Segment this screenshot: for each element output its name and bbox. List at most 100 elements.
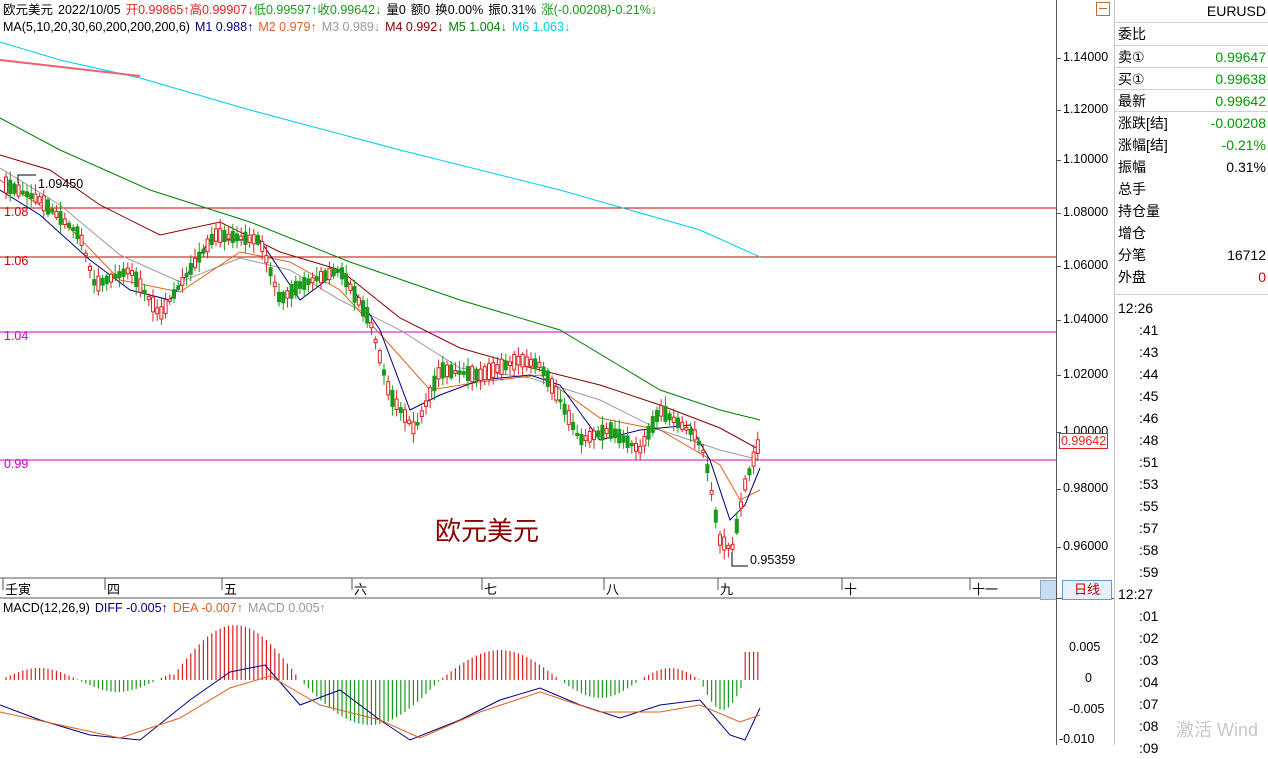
- symbol-code: EURUSD: [1206, 3, 1266, 19]
- scroll-button[interactable]: [1040, 580, 1057, 600]
- candle-body: [663, 405, 668, 422]
- price-axis-tick: [1057, 58, 1061, 59]
- quote-row-label: 振幅: [1118, 159, 1146, 175]
- candle-body: [159, 306, 164, 320]
- candle-body: [222, 229, 227, 243]
- candle-body: [520, 353, 525, 368]
- quote-row-value: -0.00208: [1210, 115, 1266, 131]
- candle-body: [697, 440, 701, 446]
- tick-time: 12:26: [1118, 300, 1154, 316]
- candle-body: [331, 268, 336, 277]
- ma-m5: M5 1.004↓: [448, 20, 507, 34]
- price-axis-label: 0.96000: [1063, 539, 1109, 553]
- price-axis-label: 1.08000: [1063, 205, 1109, 219]
- candle-body: [554, 386, 559, 401]
- candle-body: [415, 421, 420, 426]
- weibi-label: 委比: [1118, 26, 1146, 42]
- candle-body: [713, 509, 718, 523]
- price-axis-label: 1.04000: [1063, 312, 1109, 326]
- candle-body: [361, 300, 365, 317]
- price-axis-tick: [1057, 266, 1061, 267]
- tick-time: :57: [1139, 520, 1159, 536]
- candle-body: [33, 193, 38, 203]
- candle-body: [88, 265, 92, 271]
- tick-time-row: :03: [1115, 649, 1175, 671]
- price-axis-tick: [1057, 110, 1061, 111]
- candle-body: [176, 285, 181, 290]
- horizontal-line-label: 1.04: [4, 329, 28, 343]
- candle-body: [562, 403, 567, 415]
- candle-body: [281, 291, 286, 304]
- candle-body: [571, 421, 575, 431]
- candle-body: [306, 278, 311, 286]
- turnover-value: 换0.00%: [435, 3, 484, 17]
- price-axis-tick: [1057, 375, 1061, 376]
- macd-axis-label: 0: [1085, 671, 1092, 685]
- candle-body: [29, 193, 34, 200]
- quote-row-label: 分笔: [1118, 247, 1146, 263]
- activation-watermark: 激活 Wind: [1176, 720, 1259, 740]
- candle-body: [407, 419, 412, 425]
- ma-m6: M6 1.063↓: [511, 20, 571, 34]
- price-axis-tick: [1057, 213, 1061, 214]
- candle-body: [638, 445, 643, 454]
- ma-params: MA(5,10,20,30,60,200,200,200,6): [3, 20, 190, 34]
- candle-body: [545, 370, 550, 387]
- open-value: 开0.99865↑: [125, 3, 190, 17]
- tick-time: :48: [1139, 432, 1159, 448]
- macd-dea-line: [0, 675, 761, 739]
- candle-body: [524, 356, 529, 367]
- month-label: 七: [484, 582, 497, 597]
- candle-body: [50, 208, 55, 213]
- panel-separator: [1115, 67, 1268, 68]
- quote-date: 2022/10/05: [58, 3, 121, 17]
- tick-time-head: 12:27: [1115, 583, 1175, 605]
- window-restore-icon[interactable]: [1096, 2, 1110, 16]
- candle-body: [134, 271, 139, 288]
- tick-time: :09: [1139, 740, 1159, 756]
- candle-body: [272, 281, 277, 288]
- candle-body: [453, 370, 458, 374]
- candle-body: [109, 273, 113, 283]
- candle-body: [491, 362, 496, 378]
- chart-area[interactable]: 1.08 1.06 1.04 0.99 1.09450 0.95359 欧元美元 壬寅 四 五 六 七…: [0, 0, 1057, 745]
- candle-body: [474, 368, 479, 381]
- candle-body: [529, 358, 533, 367]
- candle-body: [499, 358, 504, 376]
- candle-body: [163, 299, 168, 314]
- candle-body: [600, 424, 605, 441]
- candle-body: [314, 276, 319, 282]
- candle-body: [130, 270, 134, 276]
- tick-time: :45: [1139, 388, 1159, 404]
- candle-body: [428, 387, 433, 400]
- tick-time-row: :58: [1115, 539, 1175, 561]
- ma-m1: M1 0.988↑: [194, 20, 254, 34]
- candle-body: [457, 370, 462, 375]
- candle-body: [705, 464, 710, 474]
- candle-body: [445, 364, 449, 378]
- month-label: 九: [720, 582, 733, 597]
- candle-body: [344, 273, 349, 288]
- candle-body: [642, 436, 647, 447]
- period-tab-daily[interactable]: 日线: [1062, 580, 1112, 600]
- weibi-row: 委比: [1115, 23, 1268, 45]
- candle-body: [117, 271, 122, 278]
- candle-body: [142, 289, 147, 295]
- current-price-tag: 0.99642: [1059, 433, 1109, 449]
- tick-time-row: :46: [1115, 407, 1175, 429]
- candles-group: [4, 171, 760, 560]
- price-axis-tick: [1057, 320, 1061, 321]
- candle-body: [155, 307, 160, 315]
- candle-body: [335, 268, 340, 273]
- panel-separator: [1115, 45, 1268, 46]
- macd-dea: DEA -0.007↑: [172, 601, 243, 615]
- candle-body: [125, 267, 130, 275]
- candle-body: [113, 273, 118, 279]
- candle-body: [550, 378, 554, 394]
- candle-body: [369, 322, 374, 329]
- tick-time: :51: [1139, 454, 1159, 470]
- candle-body: [83, 252, 88, 257]
- candle-body: [747, 468, 752, 476]
- tick-time-head: 12:26: [1115, 297, 1175, 319]
